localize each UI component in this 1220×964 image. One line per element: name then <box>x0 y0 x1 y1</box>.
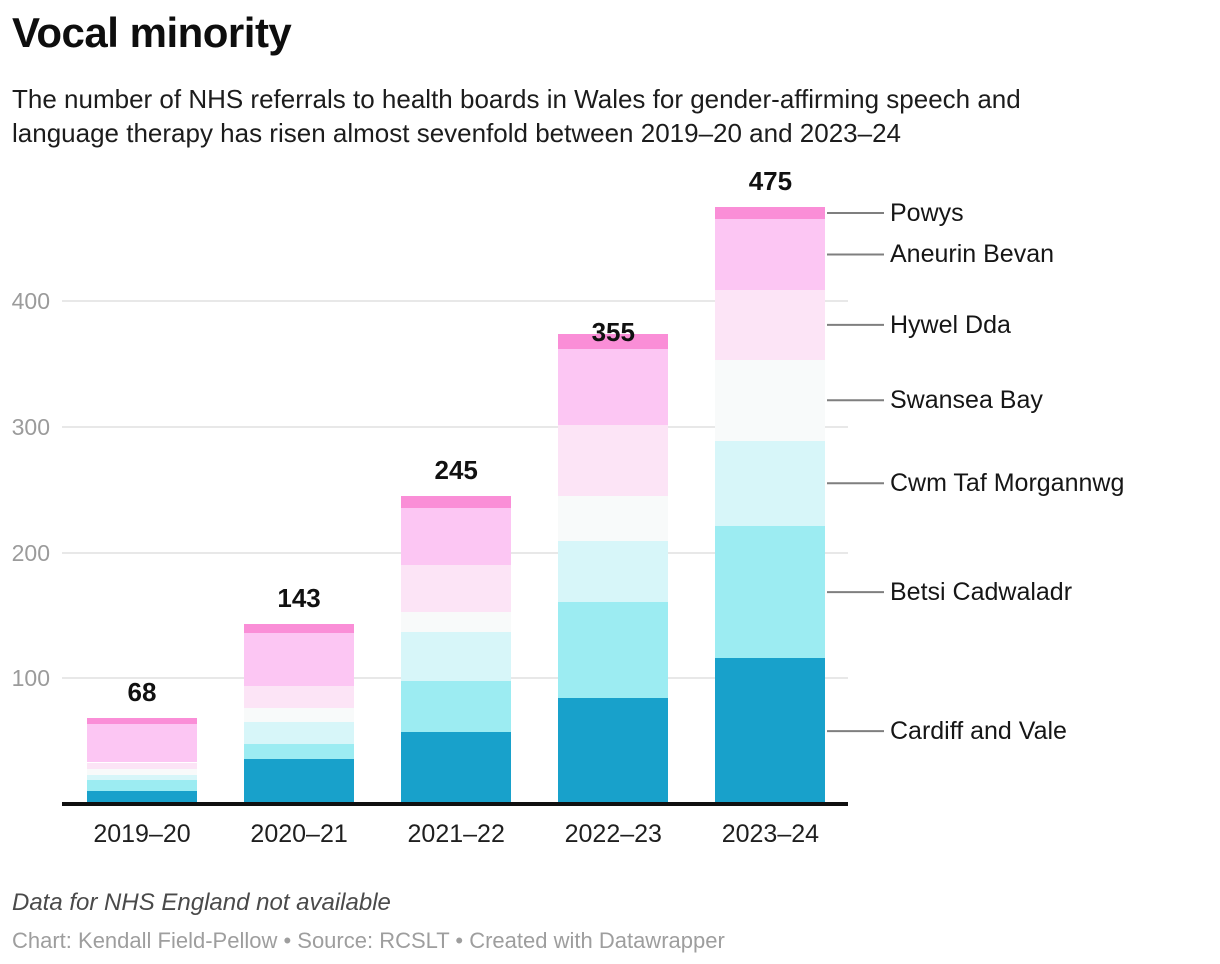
bar-segment-2023–24-Hywel Dda[interactable] <box>715 289 826 361</box>
bar-segment-2023–24-Cwm Taf Morgannwg[interactable] <box>715 440 826 527</box>
bar-segment-2019–20-Hywel Dda[interactable] <box>87 762 197 769</box>
bar-segment-2023–24-Cardiff and Vale[interactable] <box>715 658 826 804</box>
y-axis-label-100: 100 <box>11 665 50 692</box>
bar-segment-2021–22-Hywel Dda[interactable] <box>401 565 512 612</box>
bar-segment-2019–20-Swansea Bay[interactable] <box>87 768 197 776</box>
x-axis-label-2021–22: 2021–22 <box>407 820 505 848</box>
bar-segment-2022–23-Swansea Bay[interactable] <box>558 495 669 542</box>
gridline-300 <box>62 425 848 428</box>
bar-total-label-2019–20: 68 <box>127 677 157 708</box>
legend-label-Aneurin Bevan: Aneurin Bevan <box>890 240 1055 269</box>
bar-segment-2022–23-Betsi Cadwaladr[interactable] <box>558 601 669 699</box>
bar-total-label-2022–23: 355 <box>591 316 635 347</box>
bar-segment-2021–22-Cwm Taf Morgannwg[interactable] <box>401 631 512 681</box>
byline: Chart: Kendall Field-Pellow • Source: RC… <box>12 928 725 953</box>
legend-label-Cwm Taf Morgannwg: Cwm Taf Morgannwg <box>890 469 1125 498</box>
x-axis-label-2023–24: 2023–24 <box>721 820 820 848</box>
x-axis-label-2020–21: 2020–21 <box>250 820 348 848</box>
bar-segment-2019–20-Aneurin Bevan[interactable] <box>87 723 197 763</box>
bar-segment-2021–22-Swansea Bay[interactable] <box>401 611 512 632</box>
bar-segment-2020–21-Cardiff and Vale[interactable] <box>244 758 355 804</box>
bar-segment-2023–24-Aneurin Bevan[interactable] <box>715 219 826 290</box>
chart-title: Vocal minority <box>12 9 292 56</box>
bar-segment-2020–21-Cwm Taf Morgannwg[interactable] <box>244 722 355 744</box>
legend-label-Swansea Bay: Swansea Bay <box>890 386 1043 415</box>
chart-subtitle: The number of NHS referrals to health bo… <box>12 84 1021 149</box>
legend-label-Powys: Powys <box>890 198 964 227</box>
legend-label-Betsi Cadwaladr: Betsi Cadwaladr <box>890 578 1073 607</box>
legend-label-Cardiff and Vale: Cardiff and Vale <box>890 717 1067 746</box>
gridline-400 <box>62 300 848 302</box>
bar-segment-2021–22-Powys[interactable] <box>401 495 512 509</box>
y-axis-label-400: 400 <box>11 288 50 314</box>
bar-segment-2021–22-Betsi Cadwaladr[interactable] <box>401 680 512 733</box>
bar-segment-2020–21-Betsi Cadwaladr[interactable] <box>244 743 355 759</box>
bar-segment-2020–21-Powys[interactable] <box>244 624 355 633</box>
bar-segment-2023–24-Betsi Cadwaladr[interactable] <box>715 526 826 659</box>
bar-segment-2021–22-Cardiff and Vale[interactable] <box>401 732 512 804</box>
legend-label-Hywel Dda: Hywel Dda <box>890 310 1011 339</box>
bar-segment-2022–23-Aneurin Bevan[interactable] <box>558 348 669 426</box>
bar-segment-2020–21-Aneurin Bevan[interactable] <box>244 632 355 686</box>
x-axis-label-2019–20: 2019–20 <box>93 820 191 848</box>
y-axis-label-300: 300 <box>11 413 50 440</box>
x-axis-label-2022–23: 2022–23 <box>564 820 662 848</box>
bar-segment-2022–23-Powys[interactable] <box>558 333 669 349</box>
bar-segment-2020–21-Swansea Bay[interactable] <box>244 708 355 723</box>
bar-segment-2023–24-Swansea Bay[interactable] <box>715 360 826 441</box>
bar-total-label-2020–21: 143 <box>277 583 321 614</box>
bar-segment-2019–20-Cardiff and Vale[interactable] <box>87 791 197 804</box>
bar-segment-2019–20-Cwm Taf Morgannwg[interactable] <box>87 775 197 781</box>
bar-segment-2022–23-Cardiff and Vale[interactable] <box>558 698 669 804</box>
bar-segment-2022–23-Cwm Taf Morgannwg[interactable] <box>558 541 669 602</box>
x-axis-baseline <box>62 802 848 806</box>
bar-segment-2019–20-Powys[interactable] <box>87 718 197 724</box>
bar-segment-2019–20-Betsi Cadwaladr[interactable] <box>87 780 197 792</box>
bar-segment-2023–24-Powys[interactable] <box>715 206 826 220</box>
bar-total-label-2021–22: 245 <box>434 454 478 485</box>
bar-total-label-2023–24: 475 <box>748 165 793 196</box>
bar-segment-2022–23-Hywel Dda[interactable] <box>558 425 669 496</box>
bar-segment-2021–22-Aneurin Bevan[interactable] <box>401 508 512 566</box>
bar-segment-2020–21-Hywel Dda[interactable] <box>244 685 355 709</box>
y-axis-label-200: 200 <box>11 539 50 566</box>
footnote: Data for NHS England not available <box>12 889 391 916</box>
